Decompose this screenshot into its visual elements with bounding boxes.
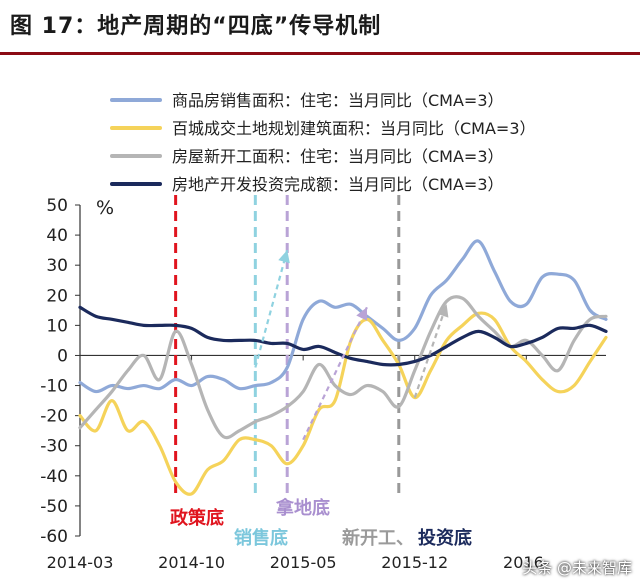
arrow-head bbox=[278, 250, 290, 264]
chart-legend: 商品房销售面积：住宅：当月同比（CMA=3） 百城成交土地规划建筑面积：当月同比（… bbox=[110, 91, 536, 194]
y-tick-label: -30 bbox=[40, 437, 68, 457]
legend-label: 百城成交土地规划建筑面积：当月同比（CMA=3） bbox=[172, 119, 536, 138]
transmission-arrows bbox=[254, 249, 449, 441]
x-tick-label: 2015-05 bbox=[270, 553, 337, 572]
y-tick-label: 0 bbox=[57, 346, 68, 366]
phase-marker-label: 投资底 bbox=[418, 527, 472, 549]
legend-label: 房地产开发投资完成额：当月同比（CMA=3） bbox=[172, 175, 504, 194]
series-line bbox=[78, 239, 608, 394]
title-rule bbox=[0, 52, 640, 55]
phase-marker-label: 销售底 bbox=[234, 527, 288, 549]
y-tick-label: -20 bbox=[40, 407, 68, 427]
y-tick-label: -40 bbox=[40, 467, 68, 487]
legend-label: 房屋新开工面积：住宅：当月同比（CMA=3） bbox=[172, 147, 504, 166]
y-tick-label: -60 bbox=[40, 527, 68, 547]
legend-label: 商品房销售面积：住宅：当月同比（CMA=3） bbox=[172, 91, 504, 110]
arrow-shaft bbox=[254, 249, 289, 368]
figure-title: 图 17：地产周期的“四底”传导机制 bbox=[10, 14, 382, 39]
series-line bbox=[78, 295, 608, 440]
x-tick-label: 2016- bbox=[503, 553, 550, 572]
x-tick-label: 2014-10 bbox=[158, 553, 225, 572]
x-tick-label: 2015-12 bbox=[381, 553, 448, 572]
y-tick-label: -50 bbox=[40, 497, 68, 517]
arrow-shaft bbox=[302, 306, 368, 441]
chart-axes: 50 40 30 20 10 0 -10 -20 -30 -40 -50 -60% 2014-03 201… bbox=[40, 196, 606, 572]
phase-marker-label: 政策底 bbox=[170, 507, 224, 529]
y-tick-label: 50 bbox=[46, 196, 68, 216]
series-lines bbox=[78, 239, 608, 496]
arrow-head bbox=[437, 304, 449, 318]
arrow-head bbox=[356, 307, 368, 321]
x-tick-label: 2014-03 bbox=[47, 553, 114, 572]
y-tick-label: 30 bbox=[46, 256, 68, 276]
watermark: 头条 @未来智库 bbox=[522, 559, 632, 577]
y-tick-label: 20 bbox=[46, 286, 68, 306]
series-line bbox=[78, 311, 608, 496]
y-axis-unit: % bbox=[96, 197, 114, 219]
y-tick-label: -10 bbox=[40, 377, 68, 397]
arrow-shaft bbox=[413, 303, 448, 398]
y-tick-label: 40 bbox=[46, 226, 68, 246]
phase-marker-label: 拿地底 bbox=[275, 497, 330, 519]
phase-marker-label: 新开工、 bbox=[342, 527, 414, 549]
y-tick-label: 10 bbox=[46, 316, 68, 336]
